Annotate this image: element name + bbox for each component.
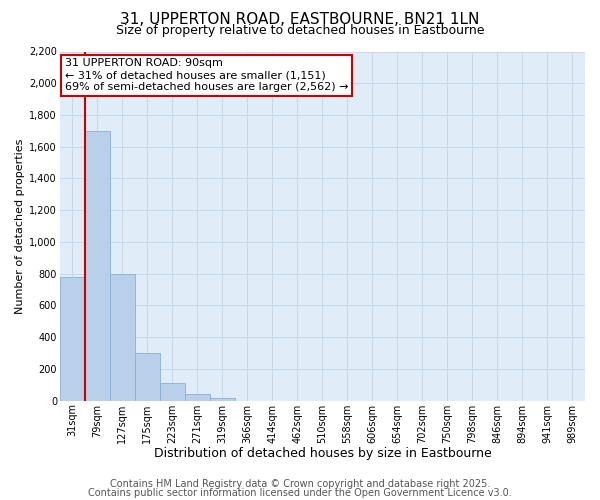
Text: Size of property relative to detached houses in Eastbourne: Size of property relative to detached ho… [116, 24, 484, 37]
Text: Contains HM Land Registry data © Crown copyright and database right 2025.: Contains HM Land Registry data © Crown c… [110, 479, 490, 489]
Bar [85, 131, 110, 400]
Bar [135, 353, 160, 401]
Text: Contains public sector information licensed under the Open Government Licence v3: Contains public sector information licen… [88, 488, 512, 498]
Bar [185, 394, 210, 400]
Text: 31 UPPERTON ROAD: 90sqm
← 31% of detached houses are smaller (1,151)
69% of semi: 31 UPPERTON ROAD: 90sqm ← 31% of detache… [65, 58, 349, 92]
Text: 31, UPPERTON ROAD, EASTBOURNE, BN21 1LN: 31, UPPERTON ROAD, EASTBOURNE, BN21 1LN [121, 12, 479, 28]
Y-axis label: Number of detached properties: Number of detached properties [15, 138, 25, 314]
Bar [210, 398, 235, 400]
Bar [160, 383, 185, 400]
Bar [110, 274, 135, 400]
Bar [60, 277, 85, 400]
X-axis label: Distribution of detached houses by size in Eastbourne: Distribution of detached houses by size … [154, 447, 491, 460]
